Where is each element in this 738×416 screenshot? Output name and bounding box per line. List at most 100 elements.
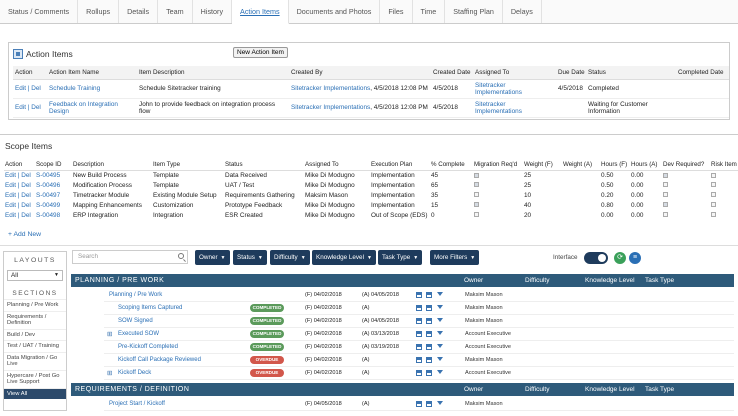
section-item[interactable]: View All xyxy=(4,387,66,399)
action-item-name-link[interactable]: Schedule Training xyxy=(49,85,101,92)
knowledge-level-filter-button[interactable]: Knowledge Level ▼ xyxy=(312,250,376,265)
assigned-to-link[interactable]: Sitetracker Implementations xyxy=(475,100,522,115)
edit-del-link[interactable]: Edit | Del xyxy=(5,171,31,179)
interface-toggle[interactable] xyxy=(584,252,608,264)
section-item[interactable]: Planning / Pre Work xyxy=(4,299,66,311)
task-name-link[interactable]: Scoping Items Captured xyxy=(118,305,183,311)
chevron-down-icon[interactable] xyxy=(437,401,443,405)
tab-files[interactable]: Files xyxy=(380,0,413,23)
tab-time[interactable]: Time xyxy=(413,0,446,23)
status-filter-button[interactable]: Status ▼ xyxy=(233,250,267,265)
edit-del-link[interactable]: Edit | Del xyxy=(15,104,41,111)
calendar-icon[interactable] xyxy=(426,305,432,311)
tab-documents-photos[interactable]: Documents and Photos xyxy=(289,0,381,23)
risk-item-checkbox[interactable] xyxy=(711,172,716,178)
scope-id-link[interactable]: S-00498 xyxy=(36,211,61,219)
dev-required-checkbox[interactable] xyxy=(663,212,668,218)
dev-required-checkbox[interactable] xyxy=(663,172,668,178)
scope-id-link[interactable]: S-00495 xyxy=(36,171,61,179)
chevron-down-icon[interactable] xyxy=(437,292,443,296)
created-by-link[interactable]: Sitetracker Implementations xyxy=(291,104,371,111)
risk-item-checkbox[interactable] xyxy=(711,182,716,188)
chevron-down-icon[interactable] xyxy=(437,344,443,348)
risk-item-checkbox[interactable] xyxy=(711,212,716,218)
section-item[interactable]: Build / Dev xyxy=(4,328,66,341)
scope-id-link[interactable]: S-00497 xyxy=(36,191,61,199)
calendar-icon[interactable] xyxy=(426,292,432,298)
refresh-icon[interactable]: ⟳ xyxy=(614,252,626,264)
assigned-to-link[interactable]: Sitetracker Implementations xyxy=(475,81,522,96)
tab-staffing-plan[interactable]: Staffing Plan xyxy=(445,0,503,23)
search-input[interactable]: Search xyxy=(72,250,188,264)
task-type-filter-button[interactable]: Task Type ▼ xyxy=(378,250,423,265)
task-row[interactable]: Pre-Kickoff Completed COMPLETED (F) 04/02/… xyxy=(104,341,734,354)
task-row[interactable]: Scoping Items Captured COMPLETED (F) 04/02… xyxy=(104,302,734,315)
calendar-icon[interactable] xyxy=(426,344,432,350)
difficulty-filter-button[interactable]: Difficulty ▼ xyxy=(270,250,310,265)
scope-id-link[interactable]: S-00499 xyxy=(36,201,61,209)
task-row[interactable]: Planning / Pre Work (F) 04/02/2018 (A) 04/… xyxy=(104,289,734,302)
chevron-down-icon[interactable] xyxy=(437,331,443,335)
edit-del-link[interactable]: Edit | Del xyxy=(5,181,31,189)
calendar-icon[interactable] xyxy=(416,331,422,337)
calendar-icon[interactable] xyxy=(416,370,422,376)
chevron-down-icon[interactable] xyxy=(437,370,443,374)
created-by-link[interactable]: Sitetracker Implementations xyxy=(291,85,371,92)
menu-icon[interactable]: ≡ xyxy=(629,252,641,264)
task-row[interactable]: ⊞ Kickoff Deck OVERDUE (F) 04/02/2018 (A) Acc… xyxy=(104,367,734,380)
calendar-icon[interactable] xyxy=(416,292,422,298)
section-item[interactable]: Data Migration / Go Live xyxy=(4,351,66,370)
risk-item-checkbox[interactable] xyxy=(711,202,716,208)
chevron-down-icon[interactable] xyxy=(437,357,443,361)
edit-del-link[interactable]: Edit | Del xyxy=(15,85,41,92)
new-action-item-button[interactable]: New Action Item xyxy=(233,47,288,58)
section-item[interactable]: Hypercare / Post Go Live Support xyxy=(4,369,66,388)
task-name-link[interactable]: Executed SOW xyxy=(118,331,160,337)
expand-icon[interactable]: ⊞ xyxy=(107,370,113,377)
task-name-link[interactable]: Planning / Pre Work xyxy=(109,292,163,298)
task-row[interactable]: Kickoff Call Package Reviewed OVERDUE (F) … xyxy=(104,354,734,367)
task-row[interactable]: Project Start / Kickoff (F) 04/05/2018 (A)… xyxy=(104,398,734,411)
task-name-link[interactable]: Kickoff Call Package Reviewed xyxy=(118,357,201,363)
calendar-icon[interactable] xyxy=(426,401,432,407)
tab-details[interactable]: Details xyxy=(119,0,159,23)
tab-action-items[interactable]: Action Items xyxy=(232,0,289,24)
calendar-icon[interactable] xyxy=(426,370,432,376)
chevron-down-icon[interactable] xyxy=(437,318,443,322)
tab-team[interactable]: Team xyxy=(158,0,193,23)
task-row[interactable]: SOW Signed COMPLETED (F) 04/02/2018 (A) 04/… xyxy=(104,315,734,328)
group-header[interactable]: REQUIREMENTS / DEFINITION Owner Difficulty… xyxy=(71,383,734,396)
tab-history[interactable]: History xyxy=(193,0,233,23)
calendar-icon[interactable] xyxy=(426,357,432,363)
expand-icon[interactable]: ⊞ xyxy=(107,331,113,338)
group-header[interactable]: PLANNING / PRE WORK Owner Difficulty Knowle… xyxy=(71,274,734,287)
calendar-icon[interactable] xyxy=(416,318,422,324)
chevron-down-icon[interactable] xyxy=(437,305,443,309)
more-filters-button[interactable]: More Filters ▼ xyxy=(430,250,480,265)
edit-del-link[interactable]: Edit | Del xyxy=(5,191,31,199)
calendar-icon[interactable] xyxy=(416,305,422,311)
migration-checkbox[interactable] xyxy=(474,172,479,178)
layout-select[interactable]: All ▼ xyxy=(7,270,63,281)
section-item[interactable]: Test / UAT / Training xyxy=(4,340,66,352)
calendar-icon[interactable] xyxy=(416,401,422,407)
tab-delays[interactable]: Delays xyxy=(503,0,542,23)
tab-rollups[interactable]: Rollups xyxy=(78,0,120,23)
calendar-icon[interactable] xyxy=(416,344,422,350)
risk-item-checkbox[interactable] xyxy=(711,192,716,198)
dev-required-checkbox[interactable] xyxy=(663,182,668,188)
task-name-link[interactable]: Project Start / Kickoff xyxy=(109,401,165,407)
dev-required-checkbox[interactable] xyxy=(663,192,668,198)
migration-checkbox[interactable] xyxy=(474,202,479,208)
migration-checkbox[interactable] xyxy=(474,182,479,188)
action-item-name-link[interactable]: Feedback on Integration Design xyxy=(49,100,118,115)
migration-checkbox[interactable] xyxy=(474,192,479,198)
scope-id-link[interactable]: S-00496 xyxy=(36,181,61,189)
add-new-link[interactable]: + Add New xyxy=(8,231,42,238)
dev-required-checkbox[interactable] xyxy=(663,202,668,208)
calendar-icon[interactable] xyxy=(416,357,422,363)
calendar-icon[interactable] xyxy=(426,331,432,337)
task-name-link[interactable]: Pre-Kickoff Completed xyxy=(118,344,178,350)
migration-checkbox[interactable] xyxy=(474,212,479,218)
tab-status-comments[interactable]: Status / Comments xyxy=(0,0,79,23)
